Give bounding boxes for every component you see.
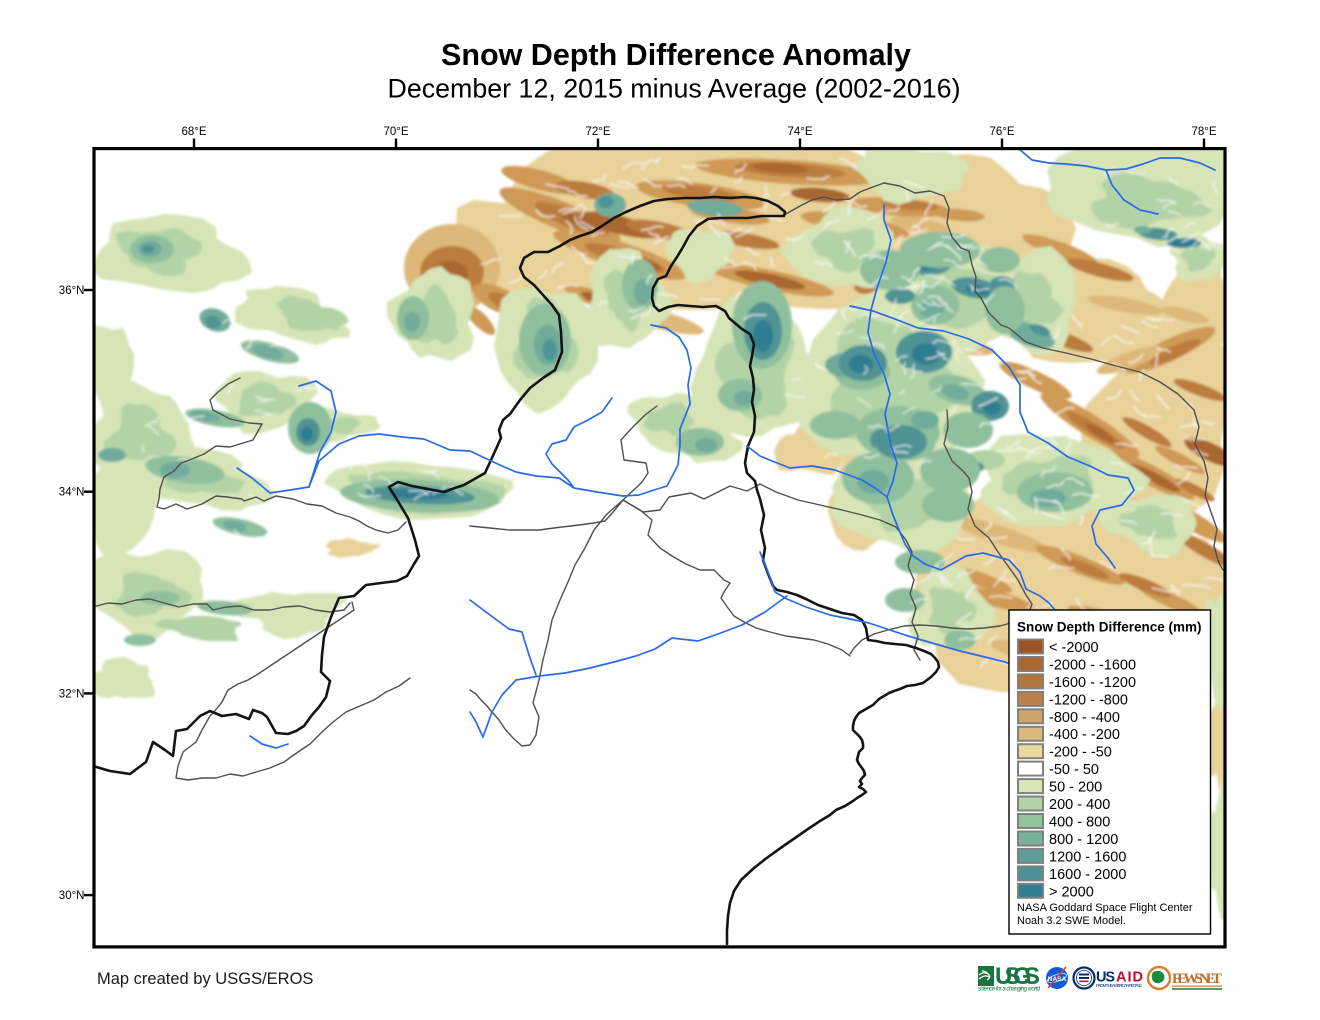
svg-text:-2000 - -1600: -2000 - -1600	[1049, 658, 1136, 674]
svg-text:78°E: 78°E	[1191, 126, 1216, 138]
svg-text:Snow Depth Difference Anomaly: Snow Depth Difference Anomaly	[441, 38, 911, 72]
svg-text:NASA: NASA	[1048, 976, 1067, 983]
svg-text:50 - 200: 50 - 200	[1049, 780, 1102, 796]
svg-text:> 2000: > 2000	[1049, 884, 1094, 900]
svg-text:US: US	[1096, 970, 1115, 986]
svg-text:36°N: 36°N	[59, 285, 85, 297]
svg-text:FEWS NET: FEWS NET	[1172, 971, 1222, 987]
svg-text:USGS: USGS	[995, 963, 1040, 990]
svg-text:30°N: 30°N	[59, 890, 85, 902]
svg-text:-1600 - -1200: -1600 - -1200	[1049, 675, 1136, 691]
svg-text:72°E: 72°E	[585, 126, 610, 138]
svg-text:FROM THE AMERICAN PEOPLE: FROM THE AMERICAN PEOPLE	[1096, 983, 1142, 988]
svg-text:34°N: 34°N	[59, 487, 85, 499]
svg-text:-800 - -400: -800 - -400	[1049, 710, 1120, 726]
svg-text:74°E: 74°E	[787, 126, 812, 138]
svg-text:1600 - 2000: 1600 - 2000	[1049, 867, 1126, 883]
svg-text:AID: AID	[1116, 970, 1143, 986]
svg-text:68°E: 68°E	[181, 126, 206, 138]
svg-text:76°E: 76°E	[989, 126, 1014, 138]
svg-text:200 - 400: 200 - 400	[1049, 797, 1110, 813]
svg-text:-200 - -50: -200 - -50	[1049, 745, 1112, 761]
svg-text:800 - 1200: 800 - 1200	[1049, 832, 1118, 848]
svg-text:NASA Goddard Space Flight Cent: NASA Goddard Space Flight Center	[1017, 902, 1193, 914]
svg-text:1200 - 1600: 1200 - 1600	[1049, 849, 1126, 865]
svg-text:-400 - -200: -400 - -200	[1049, 727, 1120, 743]
svg-text:32°N: 32°N	[59, 688, 85, 700]
svg-text:70°E: 70°E	[383, 126, 408, 138]
svg-text:science for a changing world: science for a changing world	[978, 987, 1041, 993]
svg-text:-1200 - -800: -1200 - -800	[1049, 692, 1128, 708]
svg-text:December 12, 2015 minus Averag: December 12, 2015 minus Average (2002-20…	[387, 74, 960, 104]
svg-text:Snow Depth Difference (mm): Snow Depth Difference (mm)	[1017, 620, 1202, 635]
svg-text:-50 - 50: -50 - 50	[1049, 762, 1099, 778]
svg-text:Map created by USGS/EROS: Map created by USGS/EROS	[97, 970, 313, 988]
svg-text:< -2000: < -2000	[1049, 640, 1099, 656]
svg-text:Noah 3.2 SWE Model.: Noah 3.2 SWE Model.	[1017, 915, 1126, 927]
svg-text:400 - 800: 400 - 800	[1049, 815, 1110, 831]
